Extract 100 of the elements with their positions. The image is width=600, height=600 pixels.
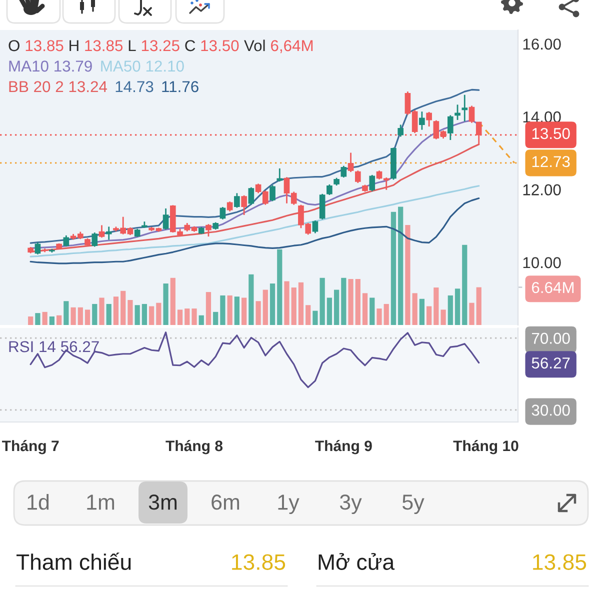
text: BB 20 2 13.24 — [9, 81, 108, 92]
candlestick — [468, 105, 475, 124]
bar — [355, 278, 360, 325]
bar — [142, 304, 148, 325]
annotation: L — [128, 40, 136, 52]
bar — [320, 278, 325, 325]
bar — [35, 313, 40, 325]
bar — [177, 310, 183, 325]
bar — [92, 304, 98, 325]
bar — [84, 310, 90, 325]
annotation: 6,64M — [271, 40, 313, 54]
candlestick — [276, 168, 283, 182]
category-label: 5y — [402, 494, 424, 514]
bar — [454, 288, 460, 325]
bar — [227, 295, 232, 325]
text: 13.85 — [533, 554, 586, 570]
text: 13.85 — [232, 554, 286, 570]
annotation: 13.50 — [201, 40, 239, 52]
bar — [64, 301, 69, 325]
candlestick — [348, 152, 354, 173]
text: MA50 12.10 — [101, 60, 184, 72]
bar — [256, 301, 261, 325]
bar — [476, 287, 482, 325]
x-tick-label: Tháng 10 — [453, 440, 518, 454]
bar — [113, 296, 119, 325]
bar — [99, 298, 104, 325]
category-label: 1m — [87, 494, 114, 510]
bar — [398, 206, 404, 325]
candlestick — [398, 124, 404, 138]
text: Tham chiếu — [16, 552, 131, 570]
bar — [284, 281, 290, 325]
bar — [405, 224, 410, 325]
bar — [184, 308, 190, 325]
bar — [262, 290, 268, 325]
annotation: Vol — [244, 40, 265, 52]
bar — [298, 282, 304, 325]
text: 11.76 — [162, 81, 198, 92]
candlestick — [226, 200, 233, 212]
y-tick-label: 30.00 — [532, 404, 570, 416]
annotation: H — [70, 40, 78, 52]
bar — [312, 310, 318, 325]
bar — [426, 306, 432, 325]
ref-line-label: 13.50 — [532, 128, 570, 140]
category-label: 3y — [340, 494, 362, 514]
text: Mở cửa — [318, 552, 395, 570]
text: O — [8, 40, 20, 52]
bar — [270, 284, 276, 325]
y-tick-label: 6.64M — [532, 282, 574, 294]
bar — [326, 298, 332, 325]
candlestick — [248, 186, 254, 206]
candlestick — [419, 110, 425, 130]
candlestick — [162, 208, 169, 230]
bar — [106, 304, 112, 325]
bar — [192, 308, 197, 325]
bar — [390, 212, 396, 325]
bar — [434, 287, 439, 325]
candlestick — [340, 165, 347, 178]
bar — [277, 249, 282, 325]
bar — [376, 308, 382, 325]
category-label: 6m — [212, 494, 240, 510]
y-tick-label: 14.00 — [523, 111, 561, 123]
y-tick-label: 70.00 — [532, 332, 570, 344]
bar — [128, 300, 133, 325]
bar — [134, 305, 140, 325]
bar — [440, 310, 446, 325]
bar — [213, 312, 218, 325]
candlestick — [319, 193, 326, 220]
bar — [78, 307, 83, 325]
ref-line-label: 12.73 — [532, 156, 570, 168]
bar — [291, 287, 296, 325]
bar — [220, 295, 226, 325]
bar — [469, 302, 474, 325]
bar — [28, 316, 34, 325]
candlestick — [354, 170, 361, 184]
line-series — [30, 185, 480, 258]
bar — [156, 302, 162, 325]
annotation: 13.85 — [85, 40, 123, 52]
bar — [248, 274, 254, 325]
category-label: 1y — [278, 494, 300, 514]
candlestick — [106, 226, 112, 240]
x-tick-label: Tháng 8 — [166, 440, 223, 454]
bar — [120, 290, 126, 325]
text: 14.73 — [116, 81, 154, 92]
candlestick — [462, 94, 468, 122]
text: MA10 13.79 — [9, 60, 92, 72]
y-tick-label: 12.00 — [523, 184, 561, 196]
series-label: RSI 14 56.27 — [9, 341, 99, 352]
candlestick — [454, 104, 460, 121]
candlestick — [326, 184, 332, 196]
category-label: 1d — [28, 494, 49, 510]
candlestick — [220, 206, 226, 220]
y-tick-label: 10.00 — [523, 257, 561, 268]
bar — [148, 306, 154, 325]
bar — [198, 315, 204, 325]
bar — [348, 278, 354, 325]
x-tick-label: Tháng 9 — [315, 440, 372, 454]
candlestick — [206, 223, 212, 238]
candlestick — [34, 242, 41, 256]
bar — [448, 295, 453, 325]
candlestick — [447, 114, 454, 141]
